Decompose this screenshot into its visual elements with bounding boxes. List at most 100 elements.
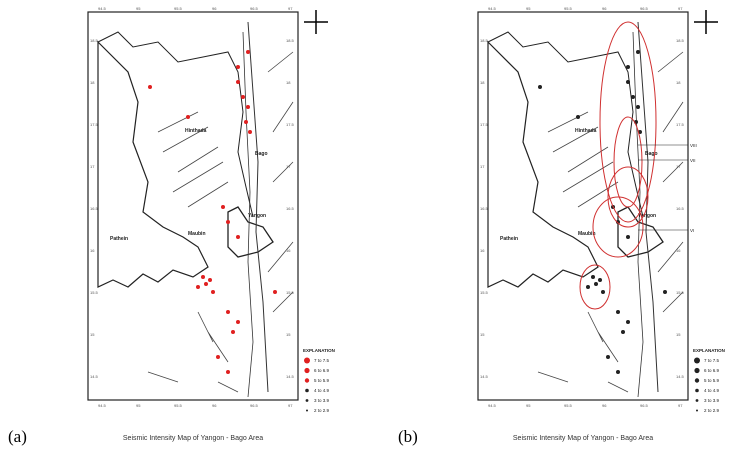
intensity-label: VII: [690, 158, 696, 163]
lon-tick-label: 95.5: [174, 403, 183, 408]
lat-tick-label: 16.5: [480, 206, 489, 211]
epicenter: [236, 235, 240, 239]
epicenter: [231, 330, 235, 334]
epicenter: [208, 278, 212, 282]
epicenter: [616, 370, 620, 374]
epicenter: [626, 65, 630, 69]
legend-item: 4 to 4.9: [704, 388, 720, 393]
epicenter: [241, 95, 245, 99]
compass: [694, 10, 718, 34]
epicenter: [204, 282, 208, 286]
epicenter: [598, 278, 602, 282]
lon-tick-label: 96.5: [640, 403, 649, 408]
lon-tick-label: 94.5: [98, 6, 107, 11]
epicenter: [594, 282, 598, 286]
epicenter: [626, 235, 630, 239]
place-name: Bago: [255, 151, 268, 157]
lon-tick-label: 95.5: [564, 403, 573, 408]
legend-item: 7 to 7.5: [704, 358, 720, 363]
legend-item: 5 to 5.9: [704, 378, 720, 383]
lon-tick-label: 97: [678, 6, 683, 11]
intensity-contour: [579, 264, 611, 310]
lat-tick-label: 17.5: [676, 122, 685, 127]
lon-tick-label: 96: [602, 6, 607, 11]
lat-tick-label: 15: [90, 332, 95, 337]
epicenter: [246, 105, 250, 109]
epicenter: [211, 290, 215, 294]
epicenter: [244, 120, 248, 124]
lat-tick-label: 18.5: [90, 38, 99, 43]
lat-tick-label: 18: [90, 80, 95, 85]
place-name: Yangon: [248, 213, 266, 219]
intensity-contour: [592, 196, 644, 258]
epicenter: [216, 355, 220, 359]
caption: Seismic Intensity Map of Yangon - Bago A…: [123, 435, 263, 442]
lat-tick-label: 15.5: [90, 290, 99, 295]
lon-tick-label: 96: [602, 403, 607, 408]
lat-tick-label: 17: [676, 164, 681, 169]
lat-tick-label: 16: [286, 248, 291, 253]
epicenter: [226, 370, 230, 374]
lat-tick-label: 18.5: [286, 38, 295, 43]
lat-tick-label: 16.5: [286, 206, 295, 211]
epicenter: [246, 50, 250, 54]
lat-tick-label: 14.5: [676, 374, 685, 379]
intensity-label: VI: [690, 228, 694, 233]
epicenter: [221, 205, 225, 209]
legend-item: 5 to 5.9: [314, 378, 330, 383]
lat-tick-label: 14.5: [90, 374, 99, 379]
lon-tick-label: 95: [526, 403, 531, 408]
epicenter: [636, 50, 640, 54]
lon-tick-label: 95.5: [174, 6, 183, 11]
lon-tick-label: 95.5: [564, 6, 573, 11]
legend-title: EXPLANATION: [693, 348, 725, 353]
place-name: Pathein: [110, 236, 128, 242]
legend-symbol: [694, 378, 700, 383]
legend-item: 2 to 2.9: [314, 408, 330, 413]
lon-tick-label: 94.5: [98, 403, 107, 408]
lat-tick-label: 16: [676, 248, 681, 253]
epicenter: [236, 80, 240, 84]
lat-tick-label: 17: [480, 164, 485, 169]
intensity-contour: [607, 166, 649, 228]
legend-symbol: [694, 367, 700, 374]
lat-tick-label: 16: [90, 248, 95, 253]
basemap: [477, 11, 689, 401]
epicenter: [621, 330, 625, 334]
legend-symbol: [304, 357, 310, 364]
epicenter: [538, 85, 542, 89]
epicenter: [626, 320, 630, 324]
lat-tick-label: 15: [480, 332, 485, 337]
epicenter: [248, 130, 252, 134]
legend-title: EXPLANATION: [303, 348, 335, 353]
epicenter: [591, 275, 595, 279]
legend-symbol: [695, 388, 699, 393]
epicenter: [636, 105, 640, 109]
epicenter: [236, 320, 240, 324]
lat-tick-label: 14.5: [286, 374, 295, 379]
epicenter: [186, 115, 190, 119]
place-name: Hinthada: [185, 128, 207, 134]
epicenter: [226, 310, 230, 314]
place-name: Maubin: [578, 231, 596, 237]
lon-tick-label: 97: [288, 6, 293, 11]
epicenter: [576, 115, 580, 119]
basemap: [87, 11, 299, 401]
lat-tick-label: 17.5: [480, 122, 489, 127]
lat-tick-label: 17.5: [286, 122, 295, 127]
lat-tick-label: 14.5: [480, 374, 489, 379]
legend-item: 7 to 7.5: [314, 358, 330, 363]
lat-tick-label: 15: [286, 332, 291, 337]
place-name: Bago: [645, 151, 658, 157]
lat-tick-label: 18.5: [480, 38, 489, 43]
lon-tick-label: 97: [678, 403, 683, 408]
epicenter: [626, 80, 630, 84]
lat-tick-label: 16.5: [90, 206, 99, 211]
legend-symbol: [305, 399, 309, 402]
legend-item: 6 to 6.9: [314, 368, 330, 373]
lon-tick-label: 96: [212, 6, 217, 11]
legend-symbol: [695, 399, 699, 402]
compass: [304, 10, 328, 34]
epicenter: [148, 85, 152, 89]
